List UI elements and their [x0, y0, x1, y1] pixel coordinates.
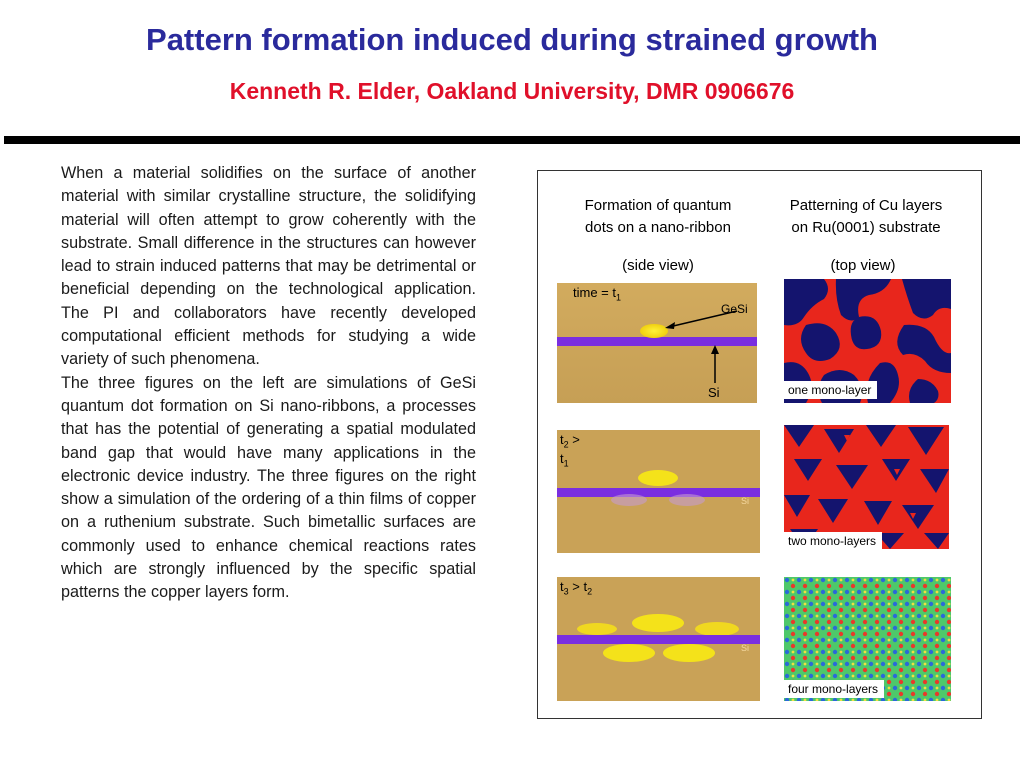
time-t3-label: t3 > t2: [560, 579, 593, 597]
right-caption-line-2: on Ru(0001) substrate: [791, 219, 941, 236]
right-view-caption: (top view): [830, 257, 896, 274]
si-label-small-2: Si: [741, 643, 750, 653]
tag-one-mono-layer: one mono-layer: [782, 381, 878, 399]
side-view-t1: [557, 283, 757, 403]
top-view-two-layers-image: [784, 425, 949, 549]
side-view-t1-image: [557, 283, 757, 403]
paragraph-2: The three figures on the left are simula…: [61, 373, 476, 602]
top-view-two-layers: [784, 425, 949, 549]
left-caption-line-2: dots on a nano-ribbon: [585, 219, 731, 236]
side-view-t2-image: [557, 430, 760, 553]
si-label-small-1: Si: [741, 496, 750, 506]
right-caption-line-1: Patterning of Cu layers: [789, 197, 943, 214]
time-t2-label: t2 > t1: [560, 432, 580, 469]
left-column-caption: Formation of quantum dots on a nano-ribb…: [558, 195, 758, 239]
header-divider: [4, 136, 1020, 144]
left-caption-line-1: Formation of quantum: [584, 197, 732, 214]
left-view-caption: (side view): [622, 257, 694, 274]
body-text: When a material solidifies on the surfac…: [61, 162, 476, 605]
paragraph-1: When a material solidifies on the surfac…: [61, 164, 476, 369]
page-title: Pattern formation induced during straine…: [146, 22, 878, 57]
side-view-t3-image: [557, 577, 760, 701]
si-label: Si: [708, 385, 720, 400]
figure-panel: Formation of quantum dots on a nano-ribb…: [537, 170, 982, 719]
tag-four-mono-layers: four mono-layers: [782, 680, 885, 698]
right-column-caption: Patterning of Cu layers on Ru(0001) subs…: [766, 195, 966, 239]
gesi-label: GeSi: [721, 302, 748, 316]
time-t1-label: time = t1: [573, 285, 622, 303]
side-view-t2: [557, 430, 760, 553]
page-subtitle: Kenneth R. Elder, Oakland University, DM…: [229, 78, 795, 104]
tag-two-mono-layers: two mono-layers: [782, 532, 883, 550]
side-view-t3: [557, 577, 760, 701]
